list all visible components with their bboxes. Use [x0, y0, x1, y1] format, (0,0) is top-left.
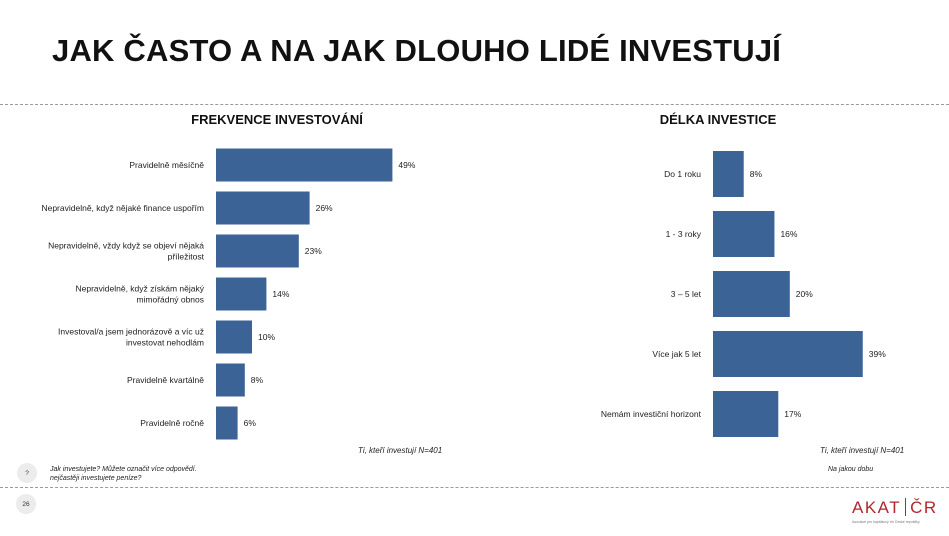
- value-label-0-6: 6%: [244, 418, 257, 428]
- bar-0-2: [216, 234, 299, 268]
- page-number: 26: [16, 494, 36, 514]
- category-label-0-3: Nepravidelně, když získám nějaký mimořádn…: [75, 284, 204, 305]
- chart-title-frequency: FREKVENCE INVESTOVÁNÍ: [191, 112, 363, 127]
- value-label-0-5: 8%: [251, 375, 264, 385]
- category-label-0-1: Nepravidelně, když nějaké finance uspoří…: [41, 203, 204, 213]
- value-label-1-0: 8%: [750, 169, 763, 179]
- top-divider: [0, 104, 949, 105]
- bar-0-6: [216, 406, 238, 440]
- bar-0-5: [216, 363, 245, 397]
- bar-1-0: [713, 151, 744, 197]
- category-label-0-5: Pravidelně kvartálně: [127, 375, 204, 385]
- category-label-1-2: 3 – 5 let: [671, 289, 702, 299]
- question-text-duration: Na jakou dobu: [828, 466, 874, 473]
- bar-0-0: [216, 148, 393, 182]
- question-badge-icon: ?: [17, 463, 37, 483]
- base-note-frequency: Ti, kteří investují N=401: [358, 446, 443, 455]
- question-line-2: nejčastěji investujete peníze?: [50, 475, 142, 482]
- category-label-1-4: Nemám investiční horizont: [601, 409, 702, 419]
- value-label-0-3: 14%: [272, 289, 289, 299]
- value-label-1-3: 39%: [869, 349, 886, 359]
- bar-0-4: [216, 320, 252, 354]
- base-note-duration: Ti, kteří investují N=401: [820, 446, 905, 455]
- bar-0-3: [216, 277, 267, 311]
- bar-1-1: [713, 211, 775, 257]
- category-label-0-6: Pravidelně ročně: [140, 418, 204, 428]
- value-label-0-0: 49%: [398, 160, 415, 170]
- bar-1-2: [713, 271, 790, 317]
- value-label-0-4: 10%: [258, 332, 275, 342]
- logo-right-text: ČR: [910, 498, 938, 517]
- category-label-1-0: Do 1 roku: [664, 169, 701, 179]
- page-title: JAK ČASTO A NA JAK DLOUHO LIDÉ INVESTUJÍ: [52, 33, 782, 68]
- category-label-1-3: Více jak 5 let: [652, 349, 701, 359]
- value-label-0-2: 23%: [305, 246, 322, 256]
- question-text-frequency: Jak investujete? Můžete označit více odp…: [50, 465, 197, 483]
- value-label-1-2: 20%: [796, 289, 813, 299]
- bar-0-1: [216, 191, 310, 225]
- logo-left-text: AKAT: [852, 498, 902, 517]
- akat-logo: AKAT ČR Asociace pro kapitálový trh České…: [852, 498, 938, 524]
- category-label-0-4: Investoval/a jsem jednorázově a víc už in…: [58, 327, 204, 348]
- value-label-1-1: 16%: [780, 229, 797, 239]
- logo-subtitle: Asociace pro kapitálový trh České republ…: [852, 520, 920, 524]
- bottom-divider: [0, 487, 949, 488]
- category-label-1-1: 1 - 3 roky: [666, 229, 702, 239]
- category-label-0-0: Pravidelně měsíčně: [129, 160, 204, 170]
- value-label-0-1: 26%: [316, 203, 333, 213]
- chart-title-duration: DÉLKA INVESTICE: [659, 112, 777, 127]
- category-label-0-2: Nepravidelně, vždy když se objeví nějaká…: [48, 241, 205, 262]
- question-line-1: Jak investujete? Můžete označit více odp…: [50, 466, 197, 473]
- bar-1-4: [713, 391, 779, 437]
- bar-1-3: [713, 331, 863, 377]
- value-label-1-4: 17%: [784, 409, 801, 419]
